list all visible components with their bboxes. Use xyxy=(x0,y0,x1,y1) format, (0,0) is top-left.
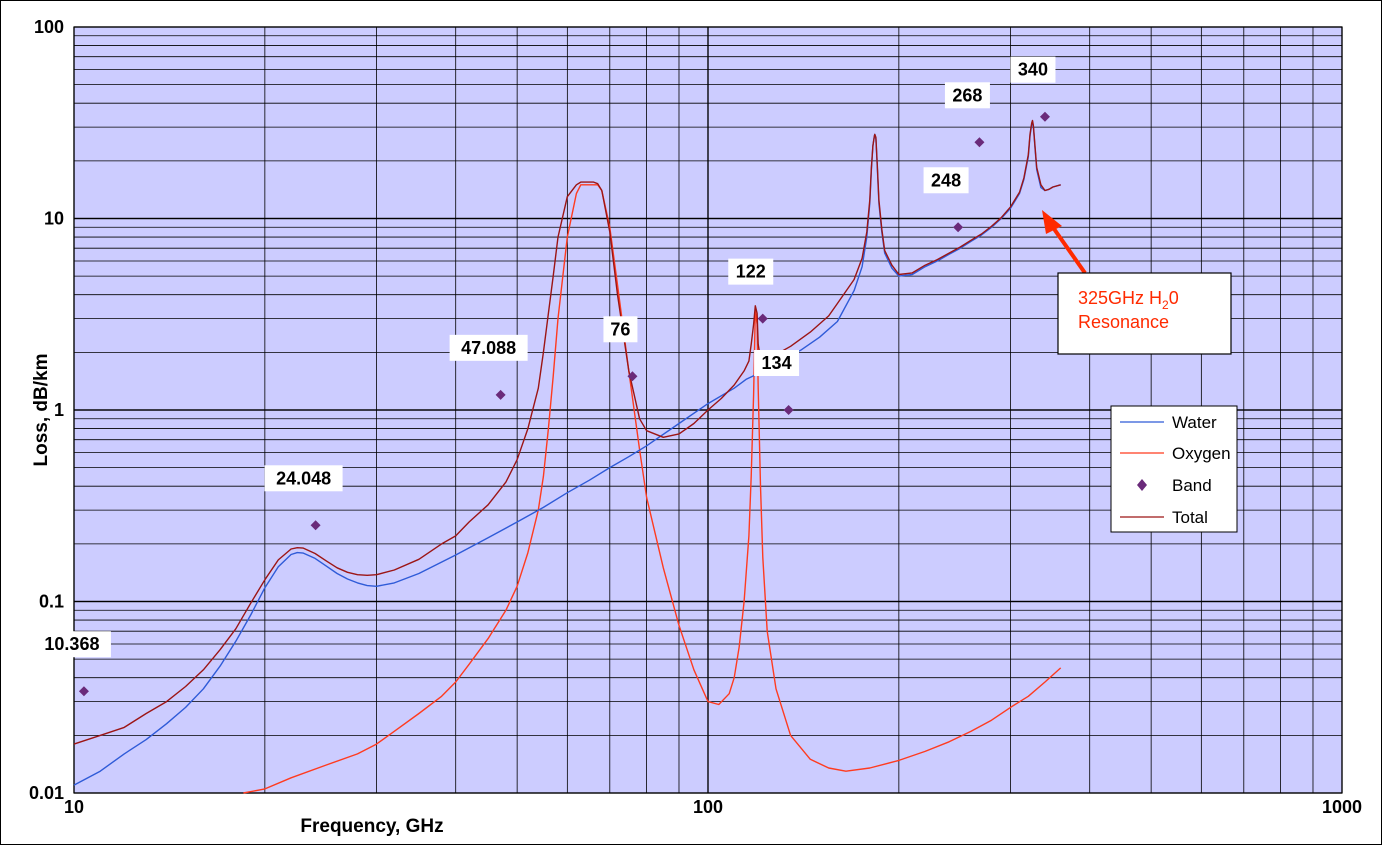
band-marker xyxy=(953,222,964,233)
legend-label-oxygen: Oxygen xyxy=(1172,444,1231,463)
band-marker xyxy=(974,137,985,148)
band-label: 47.088 xyxy=(461,338,516,358)
series-layer xyxy=(73,119,1062,794)
band-label-bg xyxy=(32,631,111,658)
annotation-arrow-shaft xyxy=(1050,224,1087,275)
band-label-bg xyxy=(728,258,774,285)
x-tick-label: 10 xyxy=(64,797,84,817)
band-marker xyxy=(627,371,638,382)
band-label: 24.048 xyxy=(276,468,331,488)
y-tick-label: 10 xyxy=(44,209,64,229)
annotation-box xyxy=(1057,272,1232,355)
legend-label-band: Band xyxy=(1172,476,1212,495)
legend-label-water: Water xyxy=(1172,413,1217,432)
band-label: 134 xyxy=(762,353,792,373)
band-label: 248 xyxy=(931,170,961,190)
legend: Water Oxygen Band Total xyxy=(1110,405,1238,533)
band-label: 76 xyxy=(610,319,630,339)
band-label: 268 xyxy=(952,85,982,105)
legend-swatch-band xyxy=(1137,479,1147,491)
y-tick-label: 100 xyxy=(34,17,64,37)
band-label: 122 xyxy=(736,262,766,282)
legend-box xyxy=(1110,405,1238,533)
tick-labels: 10 100 1000 0.01 0.1 1 10 100 xyxy=(29,17,1362,817)
y-tick-label: 0.1 xyxy=(39,592,64,612)
band-label: 10.368 xyxy=(44,634,99,654)
x-tick-label: 1000 xyxy=(1322,797,1362,817)
band-label-bg xyxy=(264,465,343,492)
y-tick-label: 0.01 xyxy=(29,783,64,803)
annotation-subscript: 2 xyxy=(1162,298,1169,312)
series-line-oxygen xyxy=(243,184,1062,794)
band-marker xyxy=(757,313,768,324)
band-label-bg xyxy=(754,350,800,376)
band-marker xyxy=(495,389,506,400)
band-label: 340 xyxy=(1018,60,1048,80)
band-label-bg xyxy=(944,82,990,109)
band-marker xyxy=(78,686,89,697)
band-label-bg xyxy=(923,167,969,194)
y-axis-title: Loss, dB/km xyxy=(31,354,52,467)
band-label-bg xyxy=(1010,56,1056,83)
band-marker xyxy=(1039,111,1050,122)
annotation-text-line1: 325GHz H20 xyxy=(1078,288,1179,312)
band-marker xyxy=(310,520,321,531)
series-line-total xyxy=(73,119,1061,745)
band-label-bg xyxy=(449,334,528,361)
annotation-arrow-head xyxy=(1042,210,1062,234)
band-label-bg xyxy=(603,316,638,343)
resonance-annotation: 325GHz H20 Resonance xyxy=(1042,210,1232,355)
legend-label-total: Total xyxy=(1172,508,1208,527)
band-markers: 10.368 24.048 47.088 76 122 134 248 268 340 xyxy=(32,56,1056,697)
band-marker xyxy=(783,405,794,415)
x-axis-title: Frequency, GHz xyxy=(300,816,443,837)
annotation-text-line2: Resonance xyxy=(1078,312,1169,332)
x-tick-label: 100 xyxy=(693,797,723,817)
y-tick-label: 1 xyxy=(54,400,64,420)
